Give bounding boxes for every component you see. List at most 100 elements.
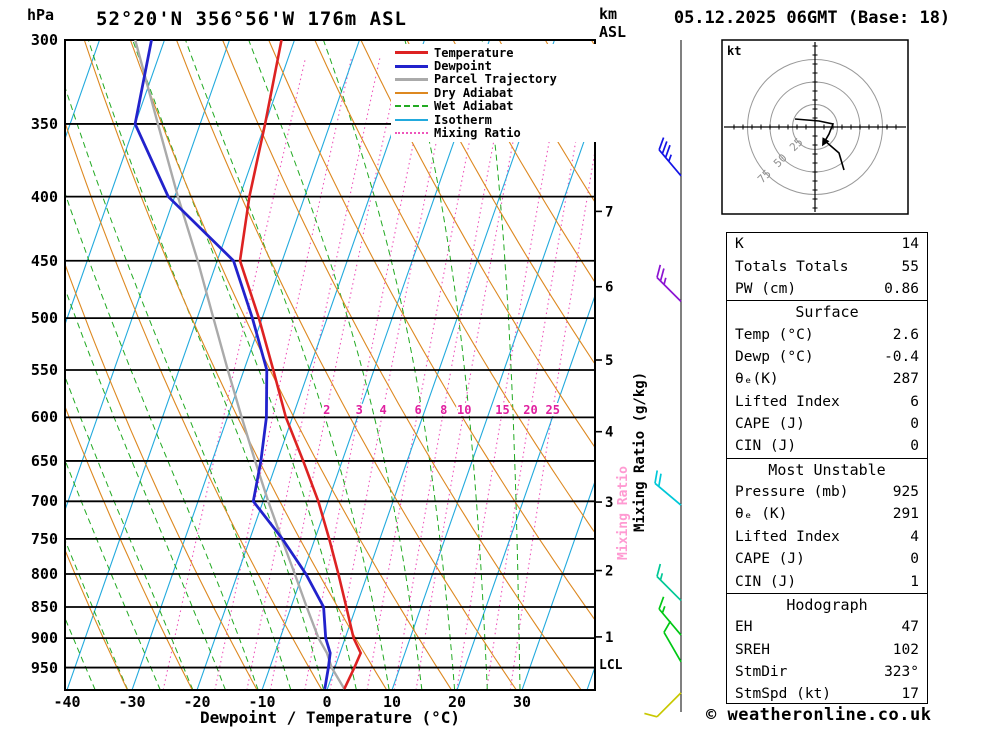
mixing-ratio-value-label: 25 bbox=[545, 403, 559, 417]
table-section-header: Most Unstable bbox=[768, 460, 886, 479]
parcel-trajectory-curve bbox=[134, 40, 346, 690]
dewpoint-curve bbox=[133, 40, 332, 690]
table-row: Pressure (mb) 925 bbox=[727, 481, 927, 503]
mixing-ratio-value-label: 20 bbox=[523, 403, 537, 417]
mixing-ratio-line bbox=[162, 57, 307, 690]
mixing-ratio-line bbox=[366, 57, 487, 690]
temperature-axis-label: -20 bbox=[183, 693, 211, 711]
isotherm-line bbox=[65, 40, 166, 326]
isotherm-line bbox=[326, 40, 556, 690]
pressure-axis-label: 750 bbox=[30, 529, 58, 548]
table-row-value: 287 bbox=[892, 371, 919, 388]
legend-line-sample bbox=[395, 118, 428, 121]
table-row: Temp (°C) 2.6 bbox=[727, 323, 927, 345]
table-row: θₑ (K) 291 bbox=[727, 503, 927, 525]
table-row: EH 47 bbox=[727, 616, 927, 638]
table-row-label: Totals Totals bbox=[735, 258, 849, 275]
wet-adiabat-line bbox=[404, 40, 488, 690]
table-row-label: SREH bbox=[735, 641, 770, 658]
legend-item: Mixing Ratio bbox=[395, 126, 601, 139]
indices-table: K 14 Totals Totals 55 PW (cm) 0.86 Surface Temp… bbox=[726, 232, 928, 704]
table-row: StmSpd (kt) 17 bbox=[727, 683, 927, 705]
dry-adiabat-line bbox=[129, 40, 452, 690]
hodograph-unit-label: kt bbox=[727, 44, 742, 58]
km-tick-label: 2 bbox=[605, 564, 613, 580]
table-row-value: 14 bbox=[901, 236, 919, 253]
table-row-value: 291 bbox=[892, 506, 919, 523]
temperature-curve bbox=[238, 40, 363, 690]
mixing-ratio-axis-label: Mixing Ratio (g/kg) bbox=[632, 371, 648, 532]
wind-barb-column bbox=[644, 40, 682, 718]
legend-item-label: Dry Adiabat bbox=[434, 85, 514, 100]
table-row-value: 2.6 bbox=[892, 326, 919, 343]
table-row-value: -0.4 bbox=[884, 348, 919, 365]
table-row-value: 47 bbox=[901, 619, 919, 636]
wet-adiabat-line bbox=[65, 191, 259, 690]
legend-item: Dry Adiabat bbox=[395, 86, 601, 99]
table-row: PW (cm) 0.86 bbox=[727, 278, 927, 300]
legend-item: Isotherm bbox=[395, 113, 601, 126]
temperature-axis-label: 30 bbox=[512, 693, 532, 711]
km-axis-ticks: 1 2 3 4 5 6 7 bbox=[595, 204, 613, 646]
mixing-ratio-line bbox=[415, 57, 530, 690]
km-tick-label: 7 bbox=[605, 204, 613, 220]
mixing-ratio-value-label: 2 bbox=[323, 403, 330, 417]
table-row-value: 17 bbox=[901, 686, 919, 703]
table-row-value: 0.86 bbox=[884, 280, 919, 297]
table-row: Lifted Index 6 bbox=[727, 391, 927, 413]
table-row-label: CAPE (J) bbox=[735, 416, 805, 433]
legend-item: Parcel Trajectory bbox=[395, 73, 601, 86]
mixing-ratio-value-labels: 2 3 4 6 8 10 15 20 25 bbox=[321, 401, 562, 419]
table-row: Dewp (°C) -0.4 bbox=[727, 346, 927, 368]
pressure-axis-label: 550 bbox=[30, 360, 58, 379]
temperature-axis-label: 20 bbox=[447, 693, 467, 711]
table-row-label: Lifted Index bbox=[735, 528, 840, 545]
isotherm-line bbox=[456, 294, 595, 690]
table-row-label: CAPE (J) bbox=[735, 551, 805, 568]
dry-adiabat-line bbox=[65, 405, 193, 690]
legend-item-label: Temperature bbox=[434, 45, 514, 60]
table-row-value: 4 bbox=[910, 528, 919, 545]
legend-item-label: Mixing Ratio bbox=[434, 126, 521, 141]
table-row: CAPE (J) 0 bbox=[727, 413, 927, 435]
table-row-value: 925 bbox=[892, 484, 919, 501]
table-row-label: EH bbox=[735, 619, 753, 636]
mixing-ratio-axis-label-pink: Mixing Ratio bbox=[616, 466, 631, 560]
km-tick-label: 4 bbox=[605, 425, 613, 441]
temperature-line bbox=[238, 40, 363, 690]
mixing-ratio-value-label: 15 bbox=[495, 403, 509, 417]
legend-line-sample bbox=[395, 105, 428, 108]
table-row-value: 323° bbox=[884, 664, 919, 680]
pressure-axis-unit: hPa bbox=[27, 6, 55, 24]
table-row-label: Dewp (°C) bbox=[735, 348, 814, 365]
mixing-ratio-line bbox=[393, 57, 511, 690]
mixing-ratio-value-label: 4 bbox=[379, 403, 386, 417]
dry-adiabat-line bbox=[406, 40, 595, 366]
legend-item-label: Parcel Trajectory bbox=[434, 72, 557, 87]
legend-line-sample bbox=[395, 64, 428, 68]
table-row-label: StmDir bbox=[735, 664, 788, 680]
temperature-axis-label: 10 bbox=[382, 693, 402, 711]
legend: Temperature Dewpoint Parcel Trajectory Dry … bbox=[391, 44, 601, 142]
table-section-header: Hodograph bbox=[786, 595, 868, 614]
dry-adiabat-line bbox=[65, 548, 128, 690]
legend-item-label: Isotherm bbox=[434, 112, 492, 127]
table-row-label: CIN (J) bbox=[735, 573, 797, 590]
mixing-ratio-line bbox=[486, 57, 591, 690]
km-tick-label: 3 bbox=[605, 495, 613, 511]
legend-item-label: Wet Adiabat bbox=[434, 99, 514, 114]
x-axis-label: Dewpoint / Temperature (°C) bbox=[199, 708, 461, 727]
isotherm-line bbox=[196, 40, 426, 690]
table-row: SREH 102 bbox=[727, 638, 927, 660]
dewpoint-line bbox=[133, 40, 332, 690]
legend-line-sample bbox=[395, 51, 428, 55]
table-row-label: θₑ(K) bbox=[735, 371, 779, 388]
table-section: Surface Temp (°C) 2.6 Dewp (°C) -0.4 θₑ(K) 287… bbox=[727, 300, 927, 458]
pressure-axis-label: 400 bbox=[30, 187, 58, 206]
hodograph-arrow bbox=[822, 137, 830, 147]
wind-barb bbox=[654, 470, 682, 506]
km-tick-label: 1 bbox=[605, 630, 613, 646]
table-row-label: Temp (°C) bbox=[735, 326, 814, 343]
table-row-value: 0 bbox=[910, 438, 919, 455]
